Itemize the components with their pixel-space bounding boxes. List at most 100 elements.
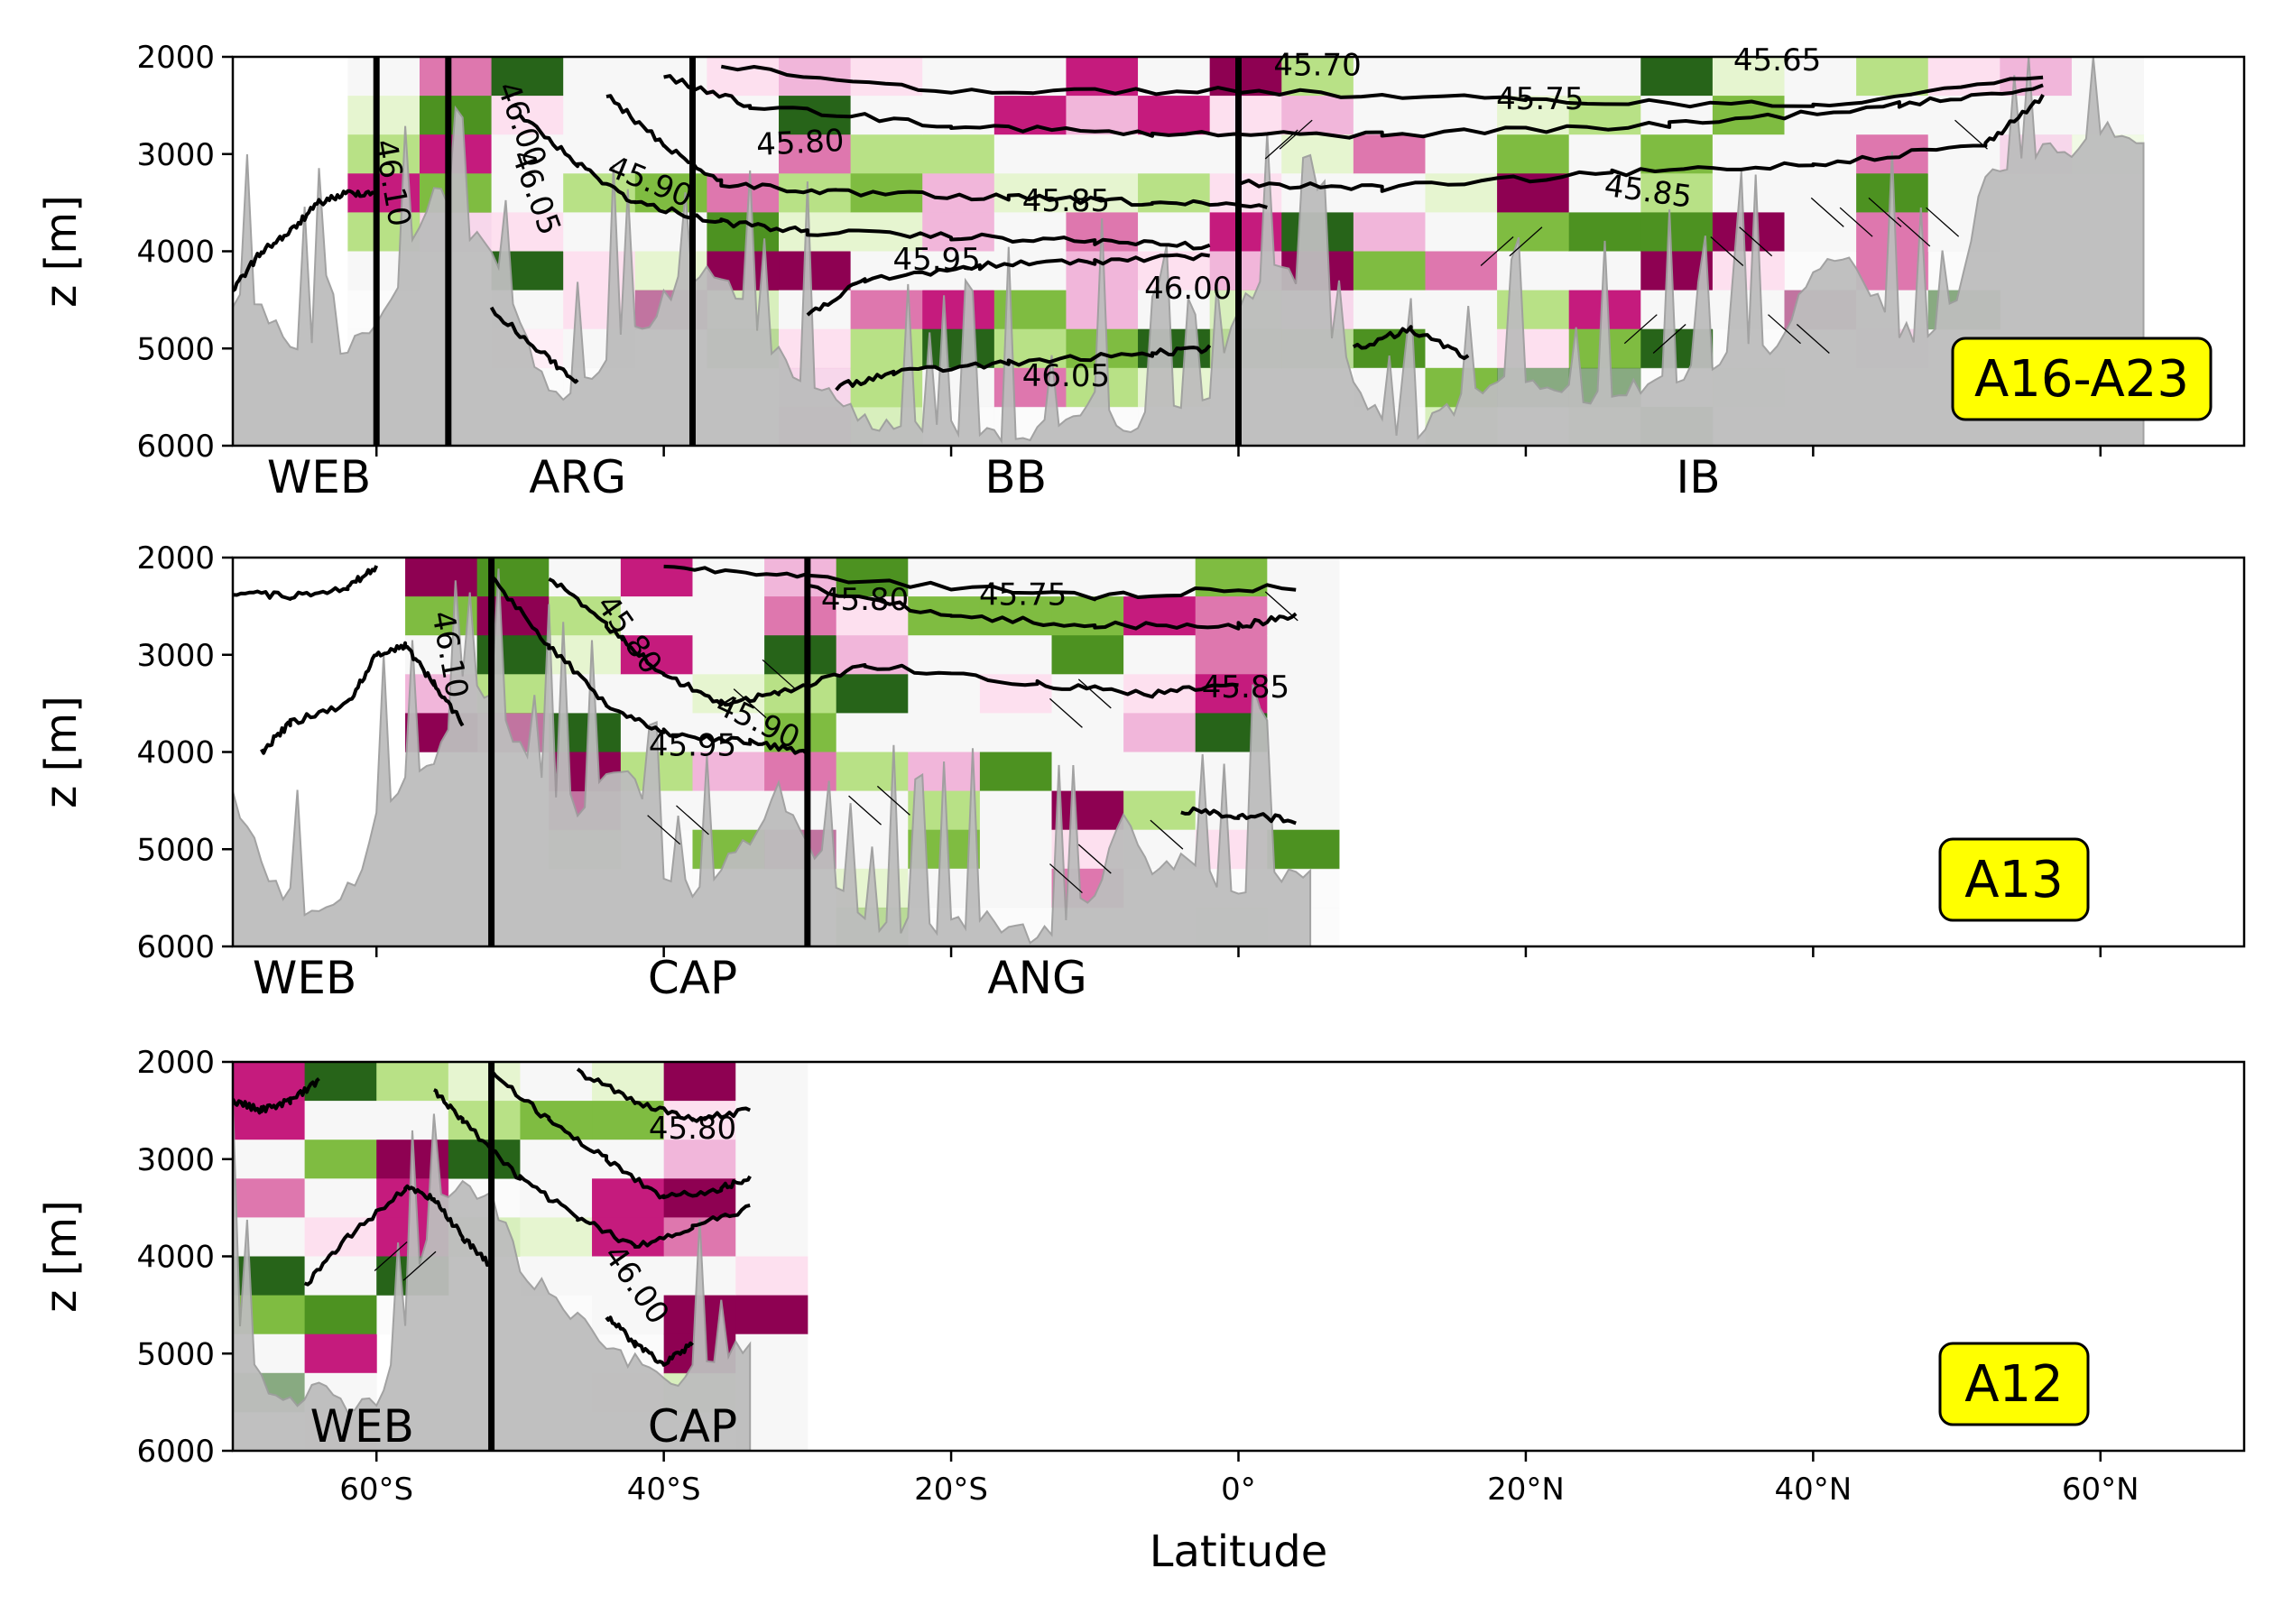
hatch-mark: [733, 688, 767, 719]
contour-line: [807, 583, 1298, 631]
heatmap-cell: [620, 558, 693, 597]
heatmap-cell: [563, 96, 636, 135]
hatch-mark: [876, 785, 910, 816]
hatch-mark: [1768, 314, 1801, 345]
contour-label: 46.05: [1022, 358, 1110, 394]
contour-label: 45.75: [1496, 81, 1584, 117]
heatmap-cell: [850, 251, 923, 291]
heatmap-cell: [993, 251, 1067, 291]
heatmap-cell: [1353, 134, 1426, 174]
contour-line: [233, 1077, 320, 1115]
heatmap-cell: [1784, 212, 1857, 252]
heatmap-cell: [692, 596, 765, 636]
significance-hatching: [374, 1241, 437, 1281]
heatmap-cell: [405, 558, 478, 597]
contour-line: [835, 344, 1212, 392]
heatmap-cell: [1425, 290, 1498, 330]
heatmap-cell: [979, 829, 1053, 870]
y-tick-label: 5000: [136, 331, 215, 367]
heatmap-cell: [850, 57, 923, 97]
heatmap-cell: [1138, 173, 1211, 213]
contour-line: [490, 1069, 752, 1200]
heatmap-cell: [779, 134, 852, 174]
heatmap-cell: [922, 134, 995, 174]
heatmap-cell: [1138, 96, 1211, 135]
x-axis-ticks: 60°S 40°S 20°S 0° 20°N 40°N 60°N: [339, 1451, 2139, 1508]
section-tag-text: A12: [1964, 1355, 2064, 1414]
heatmap-cell: [304, 1333, 377, 1374]
hatch-mark: [1150, 819, 1184, 850]
heatmap-cell: [908, 713, 981, 752]
heatmap-cell: [707, 57, 780, 97]
heatmap-cell: [908, 674, 981, 714]
section-tag: A13: [1938, 837, 2090, 922]
heatmap-cell: [405, 596, 478, 636]
basin-label: WEB: [267, 451, 371, 503]
heatmap-cell: [764, 752, 837, 792]
section-tag-box: [1938, 1342, 2090, 1426]
heatmap-cell: [850, 290, 923, 330]
contour-line: [233, 565, 379, 601]
y-tick-label: 3000: [136, 1142, 215, 1178]
hatch-mark: [762, 659, 796, 689]
heatmap-cell: [419, 57, 493, 97]
heatmap-cell: [1568, 134, 1641, 174]
hatch-mark: [1049, 863, 1083, 894]
heatmap-cell: [1425, 134, 1498, 174]
heatmap-cell: [620, 635, 693, 675]
contour-line: [720, 64, 2044, 109]
bathymetry: [233, 568, 1312, 946]
heatmap-cell: [520, 1101, 593, 1140]
heatmap-cell: [1138, 134, 1211, 174]
heatmap-cell: [520, 1062, 593, 1102]
heatmap-cell: [304, 1295, 377, 1335]
basin-label: IB: [1676, 451, 1720, 503]
contour-line: [663, 564, 1297, 602]
heatmap-cell: [1267, 829, 1340, 870]
y-tick-label: 4000: [136, 235, 215, 271]
y-axis: 2000 3000 4000 5000 6000: [136, 40, 233, 465]
heatmap-cell: [908, 558, 981, 597]
heatmap-cell: [979, 790, 1053, 831]
heatmap-cell: [592, 1217, 665, 1257]
hatch-mark: [1796, 323, 1830, 354]
hatch-mark: [676, 805, 709, 835]
heatmap-cell: [1640, 212, 1714, 252]
contour-label: 45.65: [1733, 42, 1821, 78]
y-axis-label: z [m]: [36, 1200, 87, 1313]
basin-label: ANG: [987, 952, 1086, 1004]
hatch-mark: [647, 815, 681, 845]
heatmap-cell: [1051, 558, 1124, 597]
heatmap-cell: [993, 212, 1067, 252]
heatmap-cell: [779, 251, 852, 291]
hatch-mark: [1810, 197, 1844, 227]
heatmap-cell: [707, 212, 780, 252]
heatmap-cell: [692, 558, 765, 597]
significance-hatching: [647, 591, 1298, 894]
contour-line: [806, 253, 1211, 317]
contour-label: 46.00: [1144, 271, 1232, 307]
heatmap-cell: [993, 173, 1067, 213]
significance-hatching: [1264, 119, 1988, 354]
heatmap-cell: [1856, 57, 1929, 97]
heatmap-cell: [549, 558, 622, 597]
heatmap-cell: [233, 1217, 306, 1257]
section-tag-text: A16-A23: [1974, 350, 2189, 409]
heatmap-cell: [1051, 674, 1124, 714]
y-tick-label: 3000: [136, 638, 215, 674]
heatmap-cell: [836, 713, 909, 752]
heatmap-cell: [233, 1062, 306, 1102]
contour-line: [605, 94, 1268, 209]
contour-label: 45.95: [892, 242, 980, 278]
heatmap-cell: [735, 1062, 808, 1102]
heatmap-cell: [1051, 635, 1124, 675]
heatmap-cell: [1051, 790, 1124, 831]
heatmap-cell: [692, 635, 765, 675]
x-axis-ticks: [374, 946, 2102, 957]
y-axis: 2000 3000 4000 5000 6000: [136, 540, 233, 965]
heatmap-cell: [1051, 596, 1124, 636]
contour-line: [605, 1315, 694, 1367]
heatmap-cell: [979, 596, 1053, 636]
